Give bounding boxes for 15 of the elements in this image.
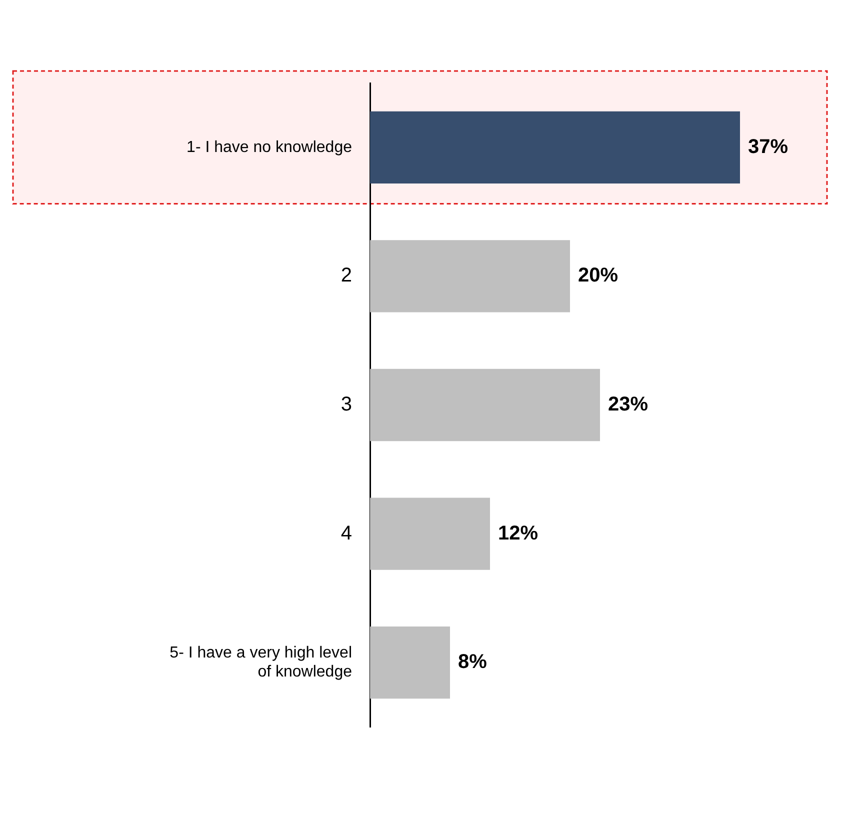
data-label: 23% <box>608 394 648 416</box>
bar <box>370 368 600 442</box>
bar <box>370 498 490 570</box>
y-tick-label: 5- I have a very high level of knowledge <box>170 644 352 681</box>
y-tick-label: 2 <box>340 264 352 287</box>
data-label: 37% <box>748 136 788 158</box>
bar <box>370 111 740 184</box>
y-tick-label: 4 <box>340 522 352 544</box>
data-label: 12% <box>498 522 538 544</box>
data-label: 20% <box>578 264 618 287</box>
bar <box>370 626 450 699</box>
bar <box>370 240 570 312</box>
y-tick-label: 3 <box>340 394 352 416</box>
y-tick-label: 1- I have no knowledge <box>186 138 352 156</box>
data-label: 8% <box>458 651 488 674</box>
